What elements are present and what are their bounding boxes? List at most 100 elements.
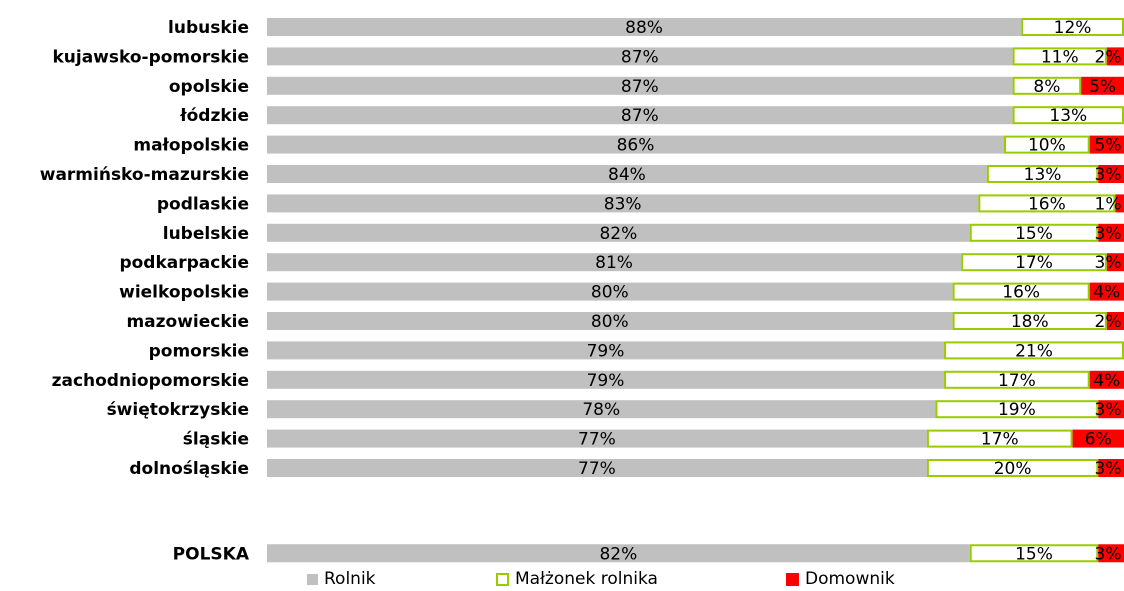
value-label-rolnik-wielkopolskie: 80% bbox=[591, 283, 629, 303]
bar-malzonek-dolnoslaskie bbox=[926, 459, 1099, 477]
category-label-zachodniopomorskie: zachodniopomorskie bbox=[52, 371, 249, 391]
bar-domownik-polska bbox=[1098, 544, 1124, 563]
value-label-domownik-slaskie: 6% bbox=[1085, 430, 1112, 450]
value-label-malzonek-lubelskie: 15% bbox=[1015, 224, 1053, 244]
value-label-domownik-warminsko-mazurskie: 3% bbox=[1095, 165, 1122, 185]
value-label-domownik-opolskie: 5% bbox=[1089, 77, 1116, 97]
category-label-wielkopolskie: wielkopolskie bbox=[119, 283, 249, 303]
bar-rolnik-polska bbox=[267, 544, 970, 563]
category-label-swietokrzyskie: świętokrzyskie bbox=[107, 400, 249, 420]
value-label-rolnik-warminsko-mazurskie: 84% bbox=[608, 165, 646, 185]
legend: Rolnik Małżonek rolnika Domownik bbox=[0, 569, 1124, 591]
bar-domownik-podlaskie bbox=[1115, 194, 1124, 213]
bar-malzonek-malopolskie bbox=[1004, 135, 1090, 154]
value-label-malzonek-mazowieckie: 18% bbox=[1011, 312, 1049, 332]
category-label-polska: POLSKA bbox=[173, 544, 250, 564]
bar-malzonek-wielkopolskie bbox=[952, 282, 1090, 301]
bar-domownik-wielkopolskie bbox=[1089, 282, 1124, 301]
value-label-malzonek-dolnoslaskie: 20% bbox=[994, 459, 1032, 479]
value-label-malzonek-lodzkie: 13% bbox=[1049, 106, 1087, 126]
bar-domownik-zachodniopomorskie bbox=[1089, 370, 1124, 389]
value-label-domownik-kujawsko-pomorskie: 2% bbox=[1095, 47, 1122, 67]
value-label-rolnik-swietokrzyskie: 78% bbox=[582, 400, 620, 420]
bar-domownik-malopolskie bbox=[1089, 135, 1124, 154]
value-label-domownik-lubelskie: 3% bbox=[1095, 224, 1122, 244]
value-label-rolnik-lubuskie: 88% bbox=[625, 18, 663, 38]
bar-domownik-mazowieckie bbox=[1106, 312, 1124, 330]
bar-rolnik-mazowieckie bbox=[267, 312, 953, 330]
value-label-malzonek-wielkopolskie: 16% bbox=[1002, 283, 1040, 303]
bar-domownik-dolnoslaskie bbox=[1098, 459, 1124, 477]
value-label-domownik-wielkopolskie: 4% bbox=[1093, 283, 1120, 303]
bar-rolnik-pomorskie bbox=[267, 341, 945, 360]
value-label-rolnik-podkarpackie: 81% bbox=[595, 253, 633, 273]
legend-item-malzonek: Małżonek rolnika bbox=[496, 569, 658, 589]
value-label-rolnik-kujawsko-pomorskie: 87% bbox=[621, 47, 659, 67]
legend-label: Rolnik bbox=[324, 569, 376, 589]
value-label-malzonek-warminsko-mazurskie: 13% bbox=[1024, 165, 1062, 185]
bar-domownik-warminsko-mazurskie bbox=[1098, 165, 1124, 183]
domownik-swatch-icon bbox=[786, 572, 799, 586]
value-label-malzonek-lubuskie: 12% bbox=[1054, 18, 1092, 38]
bar-malzonek-podlaskie bbox=[978, 194, 1116, 213]
bar-rolnik-podkarpackie bbox=[267, 253, 962, 272]
value-label-malzonek-podkarpackie: 17% bbox=[1015, 253, 1053, 273]
bar-rolnik-warminsko-mazurskie bbox=[267, 165, 987, 183]
value-label-domownik-podlaskie: 1% bbox=[1095, 194, 1122, 214]
bar-malzonek-podkarpackie bbox=[961, 253, 1107, 272]
bar-malzonek-slaskie bbox=[926, 429, 1073, 448]
value-label-domownik-mazowieckie: 2% bbox=[1095, 312, 1122, 332]
bar-rolnik-kujawsko-pomorskie bbox=[267, 47, 1013, 66]
value-label-malzonek-swietokrzyskie: 19% bbox=[998, 400, 1036, 420]
bar-domownik-swietokrzyskie bbox=[1098, 400, 1124, 419]
bar-rolnik-malopolskie bbox=[267, 135, 1005, 154]
bar-malzonek-lodzkie bbox=[1012, 106, 1124, 125]
value-label-malzonek-slaskie: 17% bbox=[981, 430, 1019, 450]
bar-rolnik-lodzkie bbox=[267, 106, 1013, 125]
stacked-bar-chart: lubuskie 88% 12% kujawsko-pomorskie 87% 11% 2%… bbox=[40, 18, 1124, 564]
legend-label: Domownik bbox=[805, 569, 895, 589]
bar-malzonek-swietokrzyskie bbox=[935, 400, 1099, 419]
bar-malzonek-lubelskie bbox=[969, 223, 1099, 242]
value-label-rolnik-polska: 82% bbox=[599, 544, 637, 564]
value-label-domownik-swietokrzyskie: 3% bbox=[1095, 400, 1122, 420]
bar-rolnik-dolnoslaskie bbox=[267, 459, 927, 477]
legend-label: Małżonek rolnika bbox=[515, 569, 658, 589]
value-label-rolnik-slaskie: 77% bbox=[578, 430, 616, 450]
value-label-rolnik-pomorskie: 79% bbox=[587, 341, 625, 361]
bar-rolnik-slaskie bbox=[267, 429, 927, 448]
value-label-domownik-dolnoslaskie: 3% bbox=[1095, 459, 1122, 479]
value-label-rolnik-zachodniopomorskie: 79% bbox=[587, 371, 625, 391]
category-label-lubuskie: lubuskie bbox=[168, 18, 249, 38]
value-label-malzonek-pomorskie: 21% bbox=[1015, 341, 1053, 361]
bar-domownik-podkarpackie bbox=[1106, 253, 1124, 272]
category-label-pomorskie: pomorskie bbox=[149, 341, 249, 361]
value-label-domownik-zachodniopomorskie: 4% bbox=[1093, 371, 1120, 391]
bar-rolnik-wielkopolskie bbox=[267, 282, 953, 301]
malzonek-swatch-icon bbox=[496, 572, 509, 586]
category-label-lubelskie: lubelskie bbox=[163, 224, 249, 244]
value-label-rolnik-podlaskie: 83% bbox=[604, 194, 642, 214]
bar-malzonek-warminsko-mazurskie bbox=[986, 165, 1099, 183]
value-label-rolnik-malopolskie: 86% bbox=[617, 136, 655, 156]
category-label-warminsko-mazurskie: warmińsko-mazurskie bbox=[40, 165, 249, 185]
value-label-malzonek-polska: 15% bbox=[1015, 544, 1053, 564]
bar-domownik-lubelskie bbox=[1098, 223, 1124, 242]
value-label-domownik-polska: 3% bbox=[1095, 544, 1122, 564]
bar-rolnik-lubuskie bbox=[267, 18, 1022, 36]
bar-malzonek-kujawsko-pomorskie bbox=[1012, 47, 1107, 66]
bar-domownik-slaskie bbox=[1072, 429, 1124, 448]
value-label-domownik-podkarpackie: 3% bbox=[1095, 253, 1122, 273]
bar-rolnik-zachodniopomorskie bbox=[267, 370, 945, 389]
category-label-opolskie: opolskie bbox=[169, 77, 249, 97]
bar-malzonek-lubuskie bbox=[1021, 18, 1124, 36]
value-label-domownik-malopolskie: 5% bbox=[1095, 136, 1122, 156]
value-label-rolnik-dolnoslaskie: 77% bbox=[578, 459, 616, 479]
value-label-malzonek-podlaskie: 16% bbox=[1028, 194, 1066, 214]
value-label-rolnik-lodzkie: 87% bbox=[621, 106, 659, 126]
bar-malzonek-opolskie bbox=[1012, 76, 1082, 95]
category-label-podlaskie: podlaskie bbox=[157, 194, 249, 214]
bar-malzonek-zachodniopomorskie bbox=[944, 370, 1090, 389]
category-label-slaskie: śląskie bbox=[183, 430, 249, 450]
value-label-rolnik-lubelskie: 82% bbox=[599, 224, 637, 244]
